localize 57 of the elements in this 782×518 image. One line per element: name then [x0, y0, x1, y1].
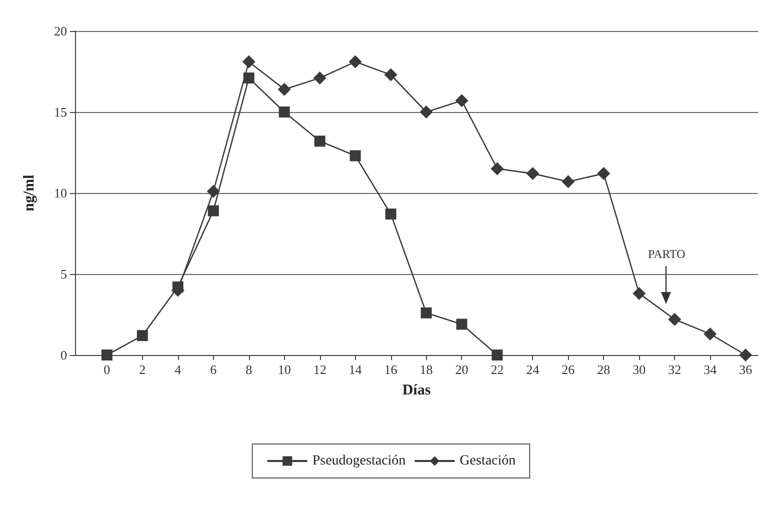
x-tick-label: 10: [278, 362, 291, 377]
point: [385, 208, 396, 220]
x-tick-label: 24: [526, 362, 540, 377]
y-tick-label: 10: [54, 186, 67, 200]
y-tick-label: 20: [54, 24, 67, 38]
point: [456, 318, 468, 330]
point: [597, 167, 610, 180]
point: [668, 312, 682, 326]
x-tick-label: 30: [632, 362, 646, 377]
x-tick-label: 12: [313, 362, 326, 377]
point: [704, 327, 717, 340]
y-tick-label: 5: [60, 266, 67, 282]
point: [278, 82, 291, 96]
legend-label: Pseudogestación: [312, 454, 406, 468]
x-tick-label: 0: [104, 362, 110, 377]
point: [492, 350, 503, 360]
x-tick-label: 36: [739, 362, 753, 377]
x-tick-label: 20: [455, 362, 468, 377]
y-tick-label: 15: [54, 104, 67, 120]
x-tick-label: 34: [704, 362, 718, 377]
point: [172, 281, 184, 292]
point: [384, 68, 398, 82]
point: [350, 150, 361, 162]
point: [632, 286, 646, 300]
point: [455, 94, 468, 108]
x-tick-label: 6: [210, 362, 218, 377]
point: [526, 167, 540, 180]
x-tick-label: 28: [597, 362, 610, 377]
point: [243, 72, 254, 84]
point: [208, 205, 219, 216]
x-axis-title: Días: [402, 382, 431, 398]
x-tick-label: 22: [490, 362, 504, 377]
x-tick-label: 14: [348, 362, 362, 377]
x-tick-label: 18: [420, 362, 433, 377]
x-tick-label: 26: [562, 362, 576, 377]
point: [101, 350, 112, 360]
point: [420, 307, 432, 318]
y-axis-title: ng/ml: [22, 174, 38, 212]
annotation: PARTO: [648, 247, 686, 261]
x-tick-label: 32: [668, 362, 682, 377]
y-tick-label: 0: [60, 348, 67, 362]
point: [739, 348, 752, 362]
point: [314, 136, 326, 147]
point: [313, 71, 326, 84]
point: [490, 162, 504, 176]
point: [420, 106, 433, 118]
x-tick-label: 4: [174, 362, 182, 377]
point: [136, 330, 148, 342]
x-tick-label: 16: [384, 362, 398, 377]
point: [242, 55, 256, 68]
point: [562, 175, 575, 188]
point: [278, 106, 290, 118]
x-tick-label: 2: [139, 362, 146, 377]
x-tick-label: 8: [246, 362, 252, 377]
point: [206, 184, 220, 198]
point: [348, 55, 362, 68]
legend-label: Gestación: [460, 454, 516, 468]
